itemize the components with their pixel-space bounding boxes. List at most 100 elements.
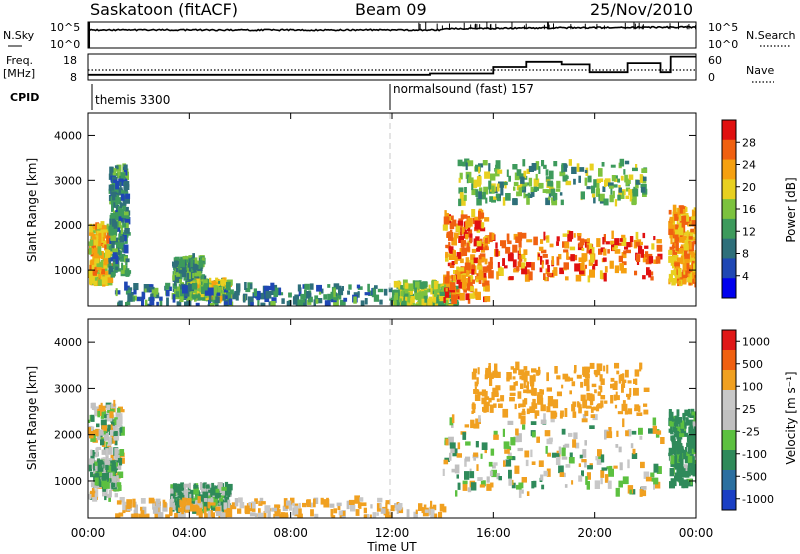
power-cell — [648, 256, 654, 264]
power-cell — [595, 188, 600, 197]
velocity-cell — [627, 429, 632, 437]
velocity-cell — [556, 375, 561, 380]
velocity-cell — [600, 478, 603, 485]
velocity-cell — [442, 468, 445, 476]
velocity-cell — [99, 470, 103, 477]
power-cell — [117, 227, 121, 232]
velocity-cell — [110, 472, 113, 479]
power-cell — [530, 192, 535, 197]
velocity-cell — [536, 436, 540, 443]
power-cell — [444, 213, 450, 217]
velocity-cell — [669, 420, 674, 427]
velocity-cell — [331, 515, 336, 518]
power-cell — [682, 231, 688, 236]
velocity-cell — [383, 509, 388, 516]
power-cell — [108, 257, 112, 262]
power-y-label: Slant Range [km] — [25, 158, 39, 262]
power-cell — [186, 272, 190, 280]
power-cell — [91, 247, 96, 254]
velocity-cell — [110, 471, 115, 480]
power-cell — [112, 227, 116, 236]
power-cell — [444, 283, 449, 291]
power-cell — [89, 247, 92, 255]
power-cell — [184, 301, 187, 306]
power-cell — [640, 187, 646, 193]
power-cell — [686, 263, 690, 270]
velocity-cell — [465, 441, 471, 446]
power-cell — [535, 173, 538, 180]
power-cell — [253, 288, 257, 297]
power-cell — [621, 261, 627, 266]
power-cell — [422, 301, 428, 306]
power-cell — [179, 296, 184, 303]
power-cell — [143, 284, 150, 293]
power-cell — [207, 304, 211, 306]
velocity-cell — [140, 506, 145, 511]
velocity-cell — [608, 427, 612, 433]
velocity-cell — [598, 403, 603, 409]
velocity-cell — [116, 419, 122, 428]
power-cell — [195, 273, 202, 278]
velocity-cell — [591, 383, 597, 388]
power-cell — [610, 188, 613, 195]
power-cell — [120, 172, 126, 180]
cpid-program-1: themis 3300 — [95, 93, 170, 107]
power-cell — [684, 258, 690, 265]
power-cell — [611, 175, 616, 182]
power-cell — [578, 175, 581, 183]
power-cell — [668, 273, 673, 283]
power-cell — [566, 256, 572, 260]
velocity-cell — [628, 409, 632, 415]
velocity-cell — [100, 439, 105, 446]
velocity-cell — [477, 391, 483, 396]
power-cell — [421, 281, 425, 290]
power-cell — [482, 282, 488, 287]
power-cell — [655, 256, 661, 264]
velocity-cell — [569, 390, 572, 395]
power-cell — [250, 302, 254, 306]
velocity-cell — [103, 409, 106, 414]
power-cell — [205, 295, 210, 301]
velocity-cell — [561, 456, 568, 460]
velocity-cell — [154, 513, 160, 518]
velocity-cell — [550, 410, 557, 419]
velocity-cell — [469, 471, 475, 479]
power-cell — [619, 263, 624, 271]
velocity-cell — [506, 372, 512, 380]
power-cell — [648, 269, 652, 278]
power-cell — [321, 288, 324, 294]
power-cell — [593, 179, 599, 188]
power-cell — [377, 288, 384, 293]
velocity-cell — [464, 471, 470, 480]
power-cell — [118, 233, 123, 239]
power-cell — [569, 246, 576, 251]
velocity-cell — [406, 509, 410, 517]
power-cell — [671, 224, 675, 232]
velocity-cell — [576, 374, 582, 379]
power-cell — [476, 197, 482, 206]
velocity-cell — [660, 437, 665, 444]
power-cell — [91, 227, 98, 233]
velocity-cell — [568, 457, 575, 464]
velocity-cell — [226, 487, 232, 493]
velocity-cell — [533, 480, 537, 488]
power-cell — [333, 283, 340, 290]
power-cell — [521, 232, 527, 239]
velocity-cell — [518, 489, 522, 498]
power-cell — [203, 283, 209, 292]
velocity-cell — [529, 375, 535, 384]
power-cell — [690, 249, 693, 258]
velocity-cell — [616, 430, 619, 437]
power-cell — [476, 182, 481, 187]
power-cell — [458, 231, 462, 235]
power-cell — [555, 188, 561, 192]
velocity-cell — [679, 433, 685, 438]
power-cell — [599, 270, 603, 279]
power-cell — [458, 267, 465, 272]
velocity-cell — [641, 490, 647, 497]
velocity-cell — [559, 472, 565, 477]
power-cell — [268, 301, 272, 306]
power-cell — [124, 281, 128, 291]
power-cell — [604, 178, 611, 187]
velocity-cell — [114, 448, 119, 457]
